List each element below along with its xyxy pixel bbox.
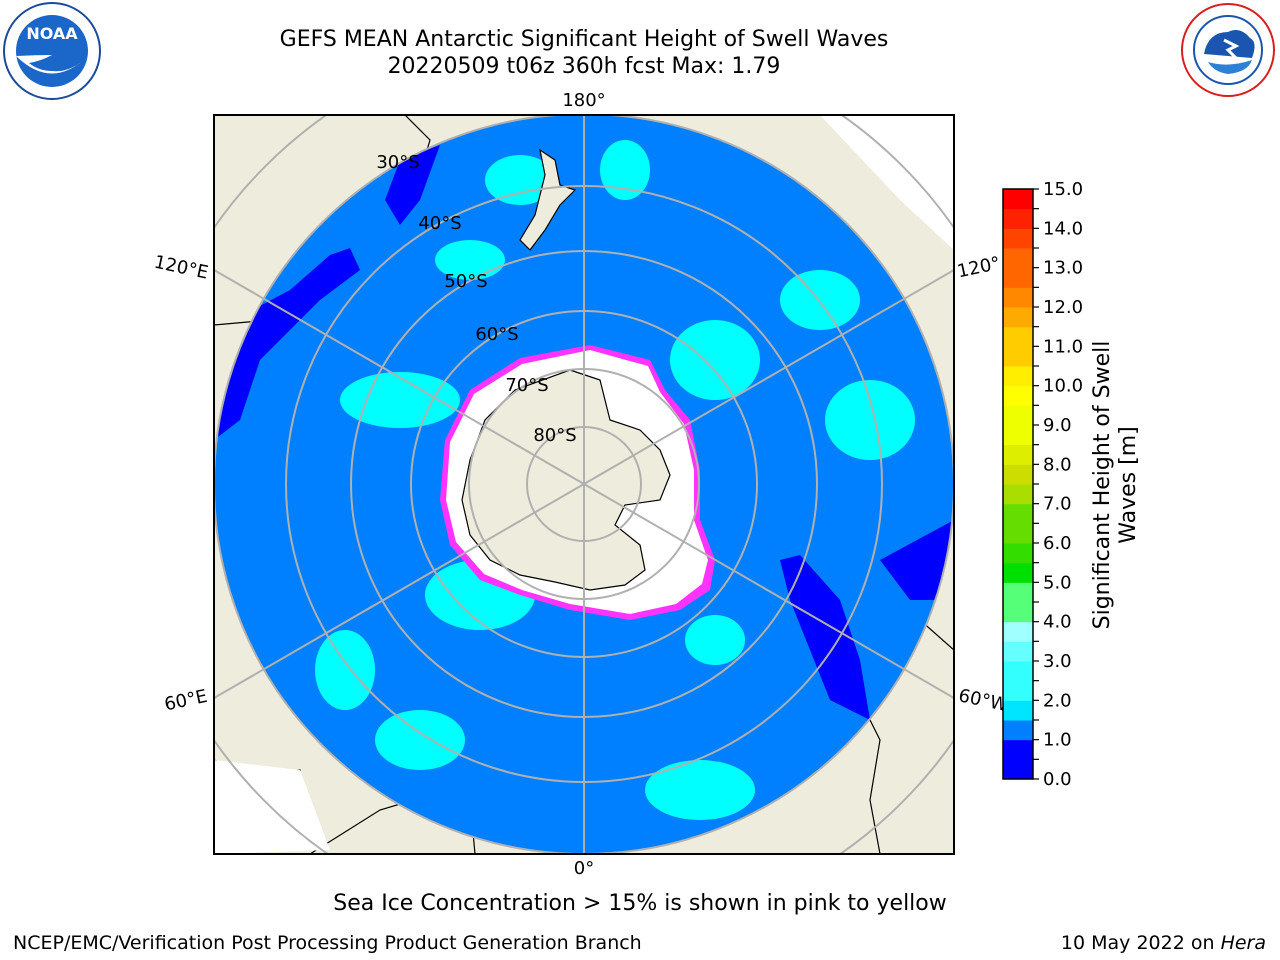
lat-label-40s: 40°S xyxy=(418,213,461,234)
swell-patch xyxy=(485,155,555,205)
colorbar-tick-label: 2.0 xyxy=(1043,690,1072,711)
colorbar: 0.0 1.0 2.0 3.0 4.0 5.0 6.0 7.0 8.0 9.0 10.0 11.0 12… xyxy=(1002,179,1083,790)
colorbar-swatch xyxy=(1003,503,1033,524)
colorbar-swatch xyxy=(1003,287,1033,308)
colorbar-swatch xyxy=(1003,602,1033,623)
colorbar-swatch xyxy=(1003,484,1033,505)
swell-patch xyxy=(600,140,650,200)
colorbar-tick-label: 1.0 xyxy=(1043,730,1072,751)
colorbar-tick-label: 14.0 xyxy=(1043,218,1083,239)
swell-patch xyxy=(340,372,460,428)
lat-label-30s: 30°S xyxy=(376,152,419,173)
swell-patch xyxy=(315,630,375,710)
colorbar-swatch xyxy=(1003,621,1033,642)
colorbar-swatch xyxy=(1003,307,1033,328)
footer-date-prefix: 10 May 2022 on xyxy=(1060,932,1221,954)
meridian xyxy=(214,269,585,485)
lon-label-180: 180° xyxy=(562,90,605,111)
colorbar-swatch xyxy=(1003,582,1033,603)
colorbar-swatch xyxy=(1003,661,1033,682)
colorbar-tick-label: 0.0 xyxy=(1043,769,1072,790)
meridian xyxy=(583,483,954,699)
new-zealand-land xyxy=(519,148,577,251)
low-swell-region-tasman xyxy=(385,145,440,225)
footer-date: 10 May 2022 on Hera xyxy=(1061,932,1266,954)
meridian xyxy=(583,269,954,485)
colorbar-swatch xyxy=(1003,425,1033,446)
colorbar-ticks: 0.0 1.0 2.0 3.0 4.0 5.0 6.0 7.0 8.0 9.0 10.0 11.0 12… xyxy=(1033,179,1083,790)
low-swell-region-patagonia xyxy=(780,555,870,720)
colorbar-tick-label: 12.0 xyxy=(1043,297,1083,318)
colorbar-swatch xyxy=(1003,759,1033,780)
swell-patch xyxy=(685,615,745,665)
colorbar-swatch xyxy=(1003,248,1033,269)
swell-patch xyxy=(435,240,505,280)
lon-label-120e: 120°E xyxy=(152,252,210,284)
chart-title: GEFS MEAN Antarctic Significant Height o… xyxy=(279,27,889,52)
footer-host: Hera xyxy=(1220,932,1266,954)
swell-patch xyxy=(670,320,760,400)
colorbar-swatch xyxy=(1003,405,1033,426)
colorbar-swatch xyxy=(1003,208,1033,229)
nws-logo xyxy=(1181,3,1275,97)
colorbar-swatch xyxy=(1003,189,1033,210)
colorbar-swatches xyxy=(1003,189,1033,780)
colorbar-swatch xyxy=(1003,267,1033,288)
colorbar-tick-label: 15.0 xyxy=(1043,179,1083,200)
colorbar-swatch xyxy=(1003,739,1033,760)
colorbar-tick-label: 3.0 xyxy=(1043,651,1072,672)
colorbar-swatch xyxy=(1003,523,1033,544)
colorbar-swatch xyxy=(1003,326,1033,347)
chart-subtitle: 20220509 t06z 360h fcst Max: 1.79 xyxy=(387,54,781,79)
lat-label-50s: 50°S xyxy=(444,271,487,292)
low-swell-region-west xyxy=(214,248,360,440)
colorbar-tick-label: 13.0 xyxy=(1043,258,1083,279)
colorbar-swatch xyxy=(1003,444,1033,465)
meridian xyxy=(214,483,585,699)
lat-label-80s: 80°S xyxy=(533,425,576,446)
colorbar-label: Significant Height of Swell Waves [m] xyxy=(1090,340,1141,630)
colorbar-tick-label: 8.0 xyxy=(1043,454,1072,475)
antarctica-land xyxy=(461,369,671,591)
colorbar-swatch xyxy=(1003,562,1033,583)
colorbar-swatch xyxy=(1003,346,1033,367)
colorbar-tick-label: 11.0 xyxy=(1043,336,1083,357)
swell-patch xyxy=(825,380,915,460)
lon-label-0: 0° xyxy=(574,858,594,879)
colorbar-tick-label: 9.0 xyxy=(1043,415,1072,436)
map-frame xyxy=(213,114,955,855)
colorbar-tick-label: 5.0 xyxy=(1043,572,1072,593)
colorbar-tick-label: 10.0 xyxy=(1043,376,1083,397)
colorbar-swatch xyxy=(1003,385,1033,406)
colorbar-swatch xyxy=(1003,543,1033,564)
colorbar-swatch xyxy=(1003,366,1033,387)
colorbar-tick-label: 6.0 xyxy=(1043,533,1072,554)
lat-label-70s: 70°S xyxy=(505,375,548,396)
colorbar-swatch xyxy=(1003,700,1033,721)
low-swell-region-atlantic xyxy=(880,520,954,600)
graticule xyxy=(214,115,954,854)
antarctica-layer xyxy=(440,345,715,620)
sea-ice-note: Sea Ice Concentration > 15% is shown in … xyxy=(333,891,947,916)
swell-patch xyxy=(645,760,755,820)
lat-label-60s: 60°S xyxy=(475,324,518,345)
noaa-logo-text: NOAA xyxy=(26,24,78,43)
colorbar-swatch xyxy=(1003,680,1033,701)
colorbar-tick-label: 4.0 xyxy=(1043,612,1072,633)
colorbar-swatch xyxy=(1003,464,1033,485)
swell-patch xyxy=(780,270,860,330)
lon-label-60e: 60°E xyxy=(163,686,210,716)
footer-credit: NCEP/EMC/Verification Post Processing Pr… xyxy=(13,932,642,954)
colorbar-tick-label: 7.0 xyxy=(1043,494,1072,515)
swell-patch xyxy=(375,710,465,770)
colorbar-swatch xyxy=(1003,720,1033,741)
noaa-logo: NOAA xyxy=(3,2,101,100)
colorbar-swatch xyxy=(1003,228,1033,249)
colorbar-swatch xyxy=(1003,641,1033,662)
